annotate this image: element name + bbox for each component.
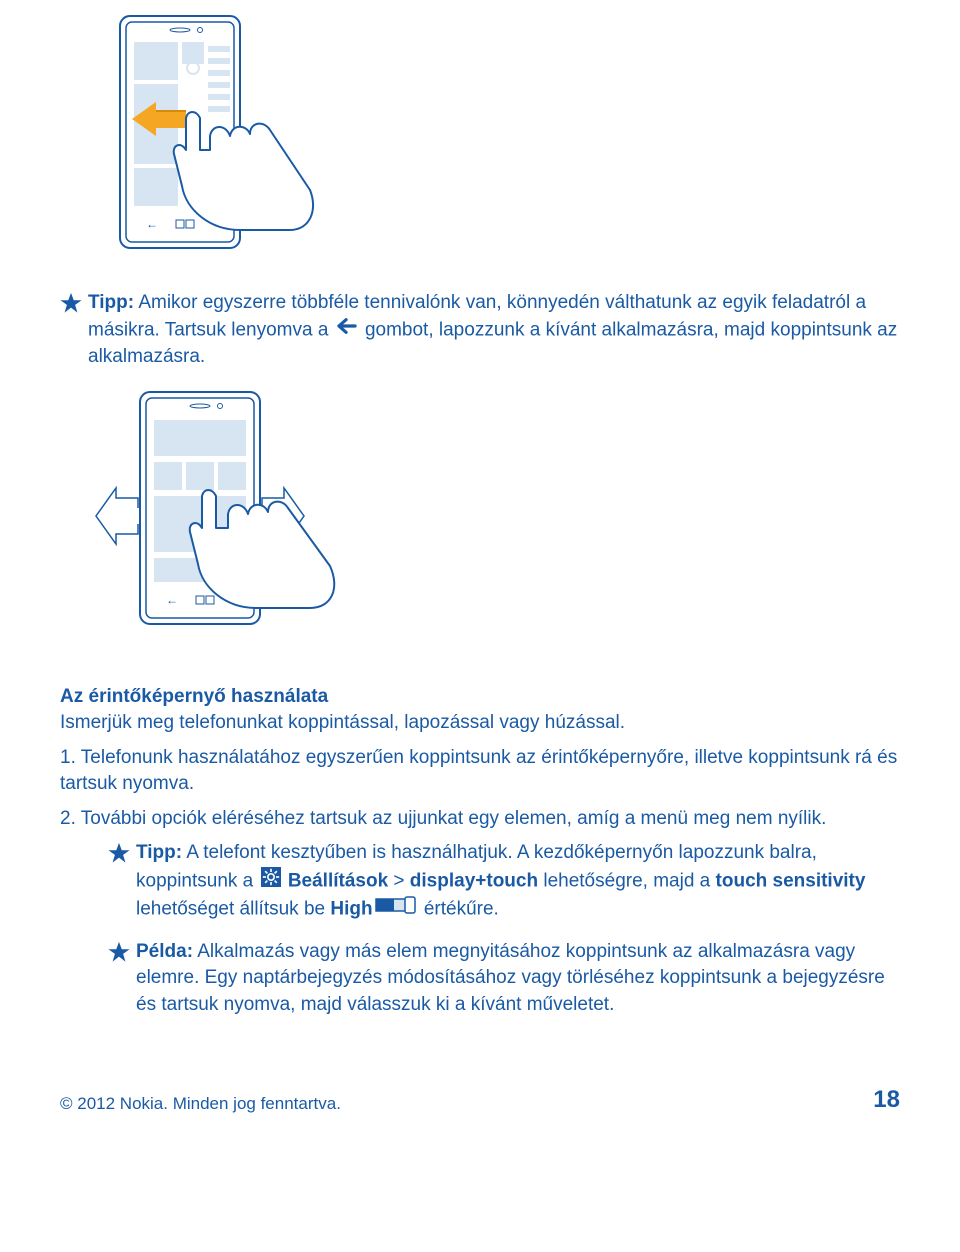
settings-label: Beállítások bbox=[288, 870, 388, 891]
tip2-t5: értékűre. bbox=[419, 898, 499, 919]
tip-touch-sensitivity: Tipp: A telefont kesztyűben is használha… bbox=[136, 840, 900, 922]
example-open-app: Példa: Alkalmazás vagy más elem megnyitá… bbox=[136, 939, 900, 1019]
touch-sensitivity-label: touch sensitivity bbox=[716, 870, 866, 891]
illustration-swipe-left: ← bbox=[60, 10, 900, 270]
tip-label: Tipp: bbox=[136, 842, 182, 863]
tip2-t3: lehetőségre, majd a bbox=[538, 870, 715, 891]
illustration-swipe-both: ← bbox=[60, 386, 900, 656]
step-2: 2. További opciók eléréséhez tartsuk az … bbox=[60, 806, 900, 833]
svg-text:←: ← bbox=[166, 593, 178, 607]
touchscreen-intro: Ismerjük meg telefonunkat koppintással, … bbox=[60, 710, 900, 737]
example-text: Alkalmazás vagy más elem megnyitásához k… bbox=[136, 941, 885, 1015]
svg-text:←: ← bbox=[146, 217, 158, 231]
star-icon bbox=[60, 292, 82, 314]
tip2-t2: > bbox=[388, 870, 410, 891]
page-number: 18 bbox=[873, 1086, 900, 1114]
tip-switch-apps: Tipp: Amikor egyszerre többféle tennival… bbox=[88, 290, 900, 370]
example-label: Példa: bbox=[136, 941, 193, 962]
star-icon bbox=[108, 941, 130, 963]
touchscreen-heading: Az érintőképernyő használata bbox=[60, 686, 900, 708]
copyright: © 2012 Nokia. Minden jog fenntartva. bbox=[60, 1094, 341, 1114]
star-icon bbox=[108, 842, 130, 864]
step-1: 1. Telefonunk használatához egyszerűen k… bbox=[60, 745, 900, 798]
gear-icon bbox=[261, 867, 281, 896]
tip-label: Tipp: bbox=[88, 292, 134, 313]
display-touch-label: display+touch bbox=[410, 870, 538, 891]
tip2-t4: lehetőséget állítsuk be bbox=[136, 898, 330, 919]
back-arrow-icon bbox=[336, 317, 358, 344]
toggle-icon bbox=[375, 896, 417, 923]
high-label: High bbox=[330, 898, 372, 919]
